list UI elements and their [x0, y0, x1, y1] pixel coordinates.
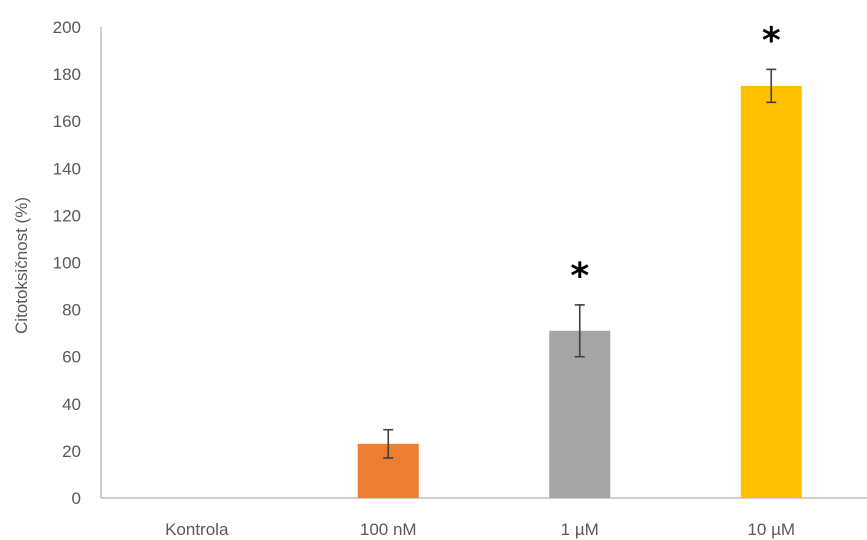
- error-bar: [383, 428, 394, 459]
- y-axis-ticks: 0 20 40 60 80 100 120 140 160 180 200: [53, 18, 81, 508]
- y-tick-label: 60: [62, 348, 81, 367]
- y-tick-label: 80: [62, 301, 81, 320]
- x-tick-label: 1 µM: [561, 520, 599, 539]
- x-tick-label: 100 nM: [360, 520, 417, 539]
- error-bar: [574, 304, 585, 358]
- y-tick-label: 20: [62, 442, 81, 461]
- x-axis-labels: Kontrola 100 nM 1 µM 10 µM: [165, 520, 795, 539]
- y-tick-label: 120: [53, 206, 81, 225]
- bars: **: [357, 20, 802, 498]
- y-tick-label: 100: [53, 254, 81, 273]
- y-tick-label: 180: [53, 65, 81, 84]
- bar: [740, 85, 802, 498]
- bar: [549, 330, 611, 498]
- x-tick-label: Kontrola: [165, 520, 229, 539]
- x-tick-label: 10 µM: [747, 520, 795, 539]
- y-tick-label: 160: [53, 112, 81, 131]
- y-tick-label: 40: [62, 395, 81, 414]
- y-tick-label: 200: [53, 18, 81, 37]
- y-tick-label: 0: [72, 489, 81, 508]
- significance-marker: *: [762, 20, 781, 61]
- significance-marker: *: [570, 256, 589, 297]
- y-tick-label: 140: [53, 159, 81, 178]
- error-bar: [766, 68, 777, 104]
- y-axis-title: Citotoksičnost (%): [12, 197, 31, 334]
